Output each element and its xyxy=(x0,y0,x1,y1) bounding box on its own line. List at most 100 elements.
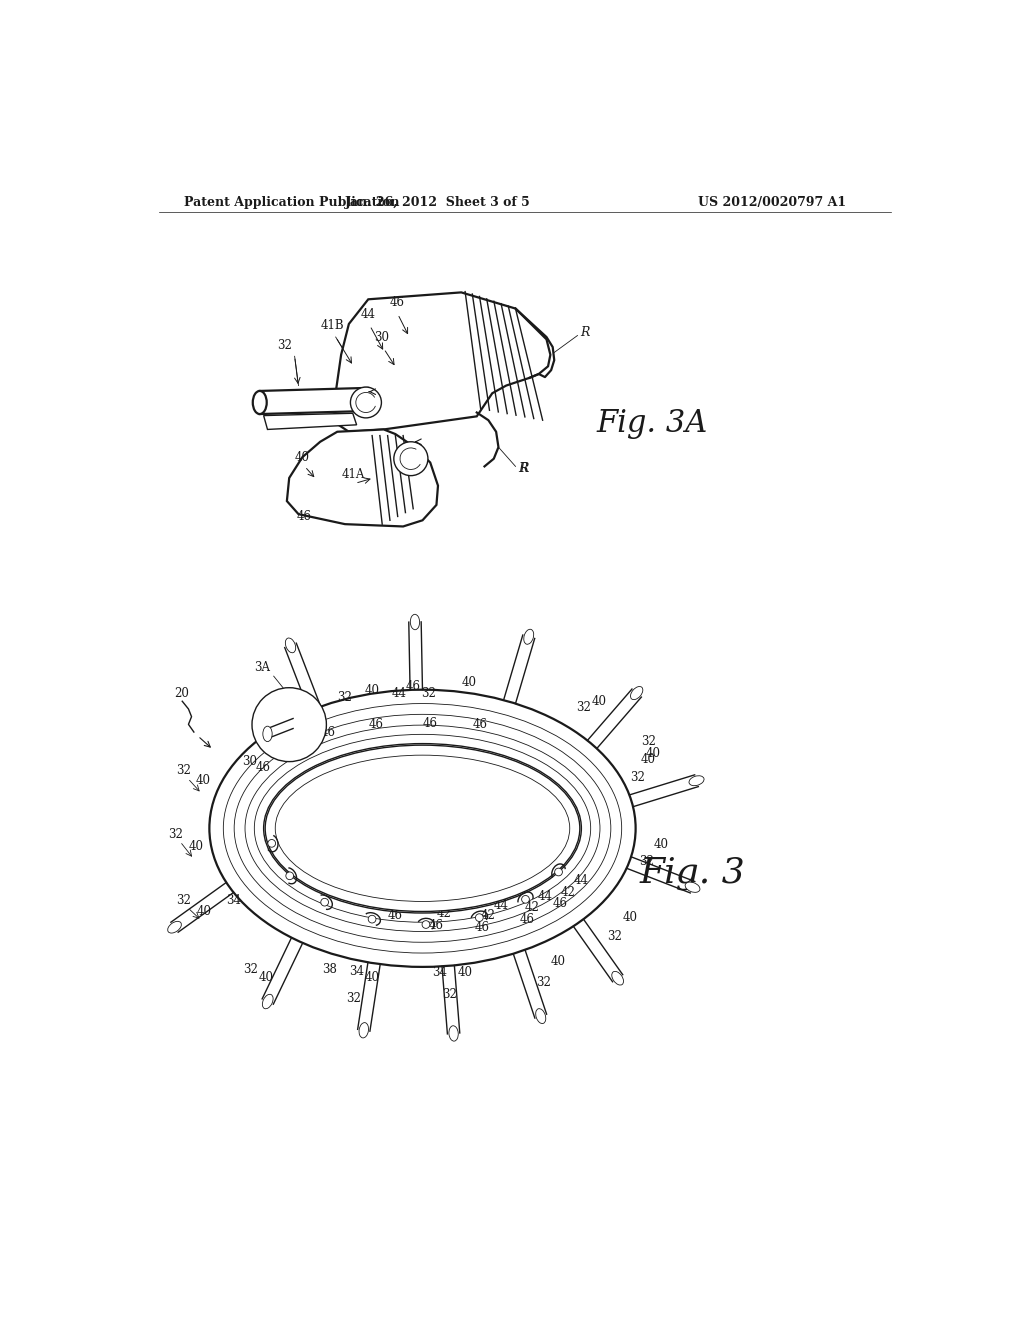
Ellipse shape xyxy=(286,638,296,653)
Text: 40: 40 xyxy=(365,970,379,983)
Text: 32: 32 xyxy=(176,764,190,777)
Text: R: R xyxy=(518,462,527,475)
Ellipse shape xyxy=(685,882,700,892)
Text: Patent Application Publication: Patent Application Publication xyxy=(183,195,399,209)
Text: 44: 44 xyxy=(494,899,509,912)
Text: 32: 32 xyxy=(243,964,258,975)
Ellipse shape xyxy=(449,1026,459,1041)
Ellipse shape xyxy=(631,686,643,700)
Text: 46: 46 xyxy=(473,718,487,731)
Circle shape xyxy=(369,915,376,923)
Polygon shape xyxy=(260,388,369,414)
Text: R: R xyxy=(580,326,589,339)
Text: 32: 32 xyxy=(630,771,645,784)
Circle shape xyxy=(321,899,329,906)
Text: 46: 46 xyxy=(369,718,383,731)
Text: 40: 40 xyxy=(550,956,565,969)
Ellipse shape xyxy=(536,1008,546,1023)
Text: 40: 40 xyxy=(458,966,472,979)
Text: 40: 40 xyxy=(365,684,379,697)
Text: 40: 40 xyxy=(461,676,476,689)
Text: 30: 30 xyxy=(375,331,389,345)
Text: 44: 44 xyxy=(375,869,389,882)
Text: 32: 32 xyxy=(337,692,352,705)
Text: 46: 46 xyxy=(389,296,404,309)
Text: 42: 42 xyxy=(480,909,496,923)
Circle shape xyxy=(252,688,327,762)
Text: 46: 46 xyxy=(429,919,443,932)
Text: 44: 44 xyxy=(573,874,589,887)
Ellipse shape xyxy=(689,776,705,785)
Circle shape xyxy=(422,920,430,928)
Ellipse shape xyxy=(359,1023,369,1038)
Text: 44: 44 xyxy=(360,308,376,321)
Ellipse shape xyxy=(168,921,181,933)
Text: 46: 46 xyxy=(553,896,567,909)
Text: 42: 42 xyxy=(436,907,452,920)
Text: 44: 44 xyxy=(411,886,426,899)
Text: 32: 32 xyxy=(537,977,551,989)
Ellipse shape xyxy=(523,630,534,644)
Text: 40: 40 xyxy=(653,838,669,850)
Text: 46: 46 xyxy=(343,887,358,900)
Text: 46: 46 xyxy=(256,760,271,774)
Text: Jan. 26, 2012  Sheet 3 of 5: Jan. 26, 2012 Sheet 3 of 5 xyxy=(345,195,530,209)
Text: 46: 46 xyxy=(280,742,294,754)
Text: 46: 46 xyxy=(519,913,535,927)
Text: 32: 32 xyxy=(575,701,591,714)
Text: 32: 32 xyxy=(641,735,656,748)
Text: 40: 40 xyxy=(258,970,273,983)
Text: 32: 32 xyxy=(276,339,292,352)
Text: 40: 40 xyxy=(646,747,660,760)
Text: 46: 46 xyxy=(406,680,421,693)
Circle shape xyxy=(475,913,483,921)
Text: 34: 34 xyxy=(226,894,242,907)
Text: Fig. 3: Fig. 3 xyxy=(640,855,745,890)
Text: 20: 20 xyxy=(174,688,189,701)
Ellipse shape xyxy=(262,994,273,1008)
Polygon shape xyxy=(287,429,438,527)
Text: 42: 42 xyxy=(560,886,575,899)
Text: 41A: 41A xyxy=(341,469,365,480)
Text: 46: 46 xyxy=(474,921,489,933)
Text: 34: 34 xyxy=(349,965,364,978)
Text: US 2012/0020797 A1: US 2012/0020797 A1 xyxy=(697,195,846,209)
Text: 40: 40 xyxy=(592,696,606,708)
Ellipse shape xyxy=(611,972,624,985)
Circle shape xyxy=(555,869,562,876)
Text: 42: 42 xyxy=(524,902,540,915)
Text: 32: 32 xyxy=(176,894,190,907)
Text: 5: 5 xyxy=(391,828,399,841)
Circle shape xyxy=(394,442,428,475)
Text: 32: 32 xyxy=(442,987,457,1001)
Text: R: R xyxy=(519,462,528,475)
Circle shape xyxy=(286,873,294,879)
Text: 44: 44 xyxy=(538,890,552,903)
Ellipse shape xyxy=(411,614,420,630)
Circle shape xyxy=(268,840,275,847)
Text: 44: 44 xyxy=(391,688,407,701)
Text: 32: 32 xyxy=(168,828,183,841)
Text: 34: 34 xyxy=(432,966,446,979)
Circle shape xyxy=(521,895,529,903)
Text: 40: 40 xyxy=(641,752,656,766)
Text: 46: 46 xyxy=(423,717,437,730)
Text: 40: 40 xyxy=(188,840,204,853)
Text: 40: 40 xyxy=(623,911,638,924)
Text: 30: 30 xyxy=(242,755,257,768)
Text: 46: 46 xyxy=(388,909,402,923)
Text: 46: 46 xyxy=(297,511,312,523)
Polygon shape xyxy=(263,413,356,429)
Text: 44: 44 xyxy=(454,895,469,908)
Polygon shape xyxy=(334,293,550,432)
Ellipse shape xyxy=(253,391,266,414)
Text: 3A: 3A xyxy=(254,661,270,673)
Text: 32: 32 xyxy=(346,991,361,1005)
Text: 42: 42 xyxy=(359,878,374,891)
Text: 46: 46 xyxy=(321,726,335,739)
Text: 40: 40 xyxy=(196,774,210,787)
Text: 42: 42 xyxy=(395,896,411,909)
Text: 40: 40 xyxy=(295,451,309,465)
Text: 32: 32 xyxy=(640,855,654,869)
Text: 40: 40 xyxy=(197,904,211,917)
